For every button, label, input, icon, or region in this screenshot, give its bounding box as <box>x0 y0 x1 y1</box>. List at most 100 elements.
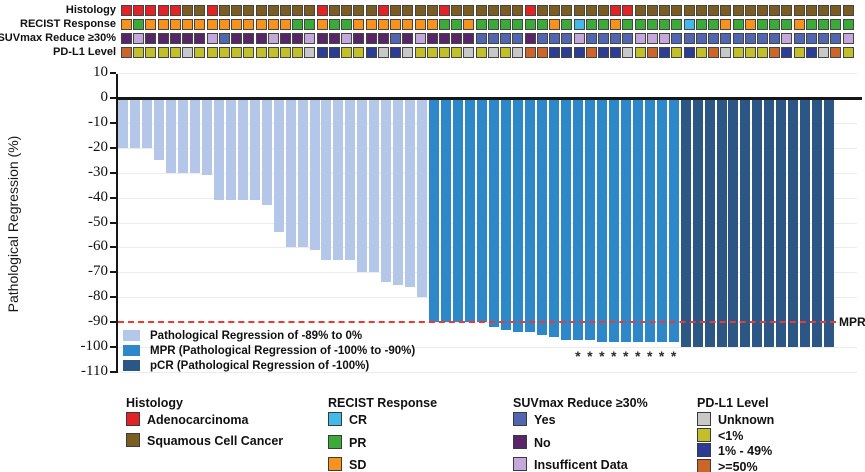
track-cell-suvmax <box>145 33 157 44</box>
track-cell-suvmax <box>463 33 475 44</box>
track-cell-histology <box>744 5 756 16</box>
waterfall-bar <box>357 99 368 273</box>
track-cell-suvmax <box>659 33 671 44</box>
track-cell-histology <box>304 5 316 16</box>
track-cell-pdl1 <box>830 47 842 58</box>
track-cell-pdl1 <box>365 47 377 58</box>
track-label-pdl1: PD-L1 Level <box>53 46 116 58</box>
y-tick <box>110 221 116 224</box>
track-cell-suvmax <box>487 33 499 44</box>
y-tick <box>110 271 116 274</box>
track-cell-recist <box>451 19 463 30</box>
track-cell-suvmax <box>121 33 132 44</box>
waterfall-bar <box>501 99 512 330</box>
waterfall-bar <box>237 99 248 201</box>
y-tick <box>110 72 116 75</box>
legend-swatch <box>697 412 711 426</box>
track-cell-suvmax <box>781 33 793 44</box>
track-cell-histology <box>182 5 194 16</box>
track-cell-suvmax <box>695 33 707 44</box>
track-cell-pdl1 <box>451 47 463 58</box>
track-cell-recist <box>622 19 634 30</box>
track-cell-recist <box>487 19 499 30</box>
legend-group-title: Histology <box>126 396 183 410</box>
waterfall-bar <box>189 99 200 173</box>
y-tick-label: -50 <box>88 213 108 230</box>
gridline <box>118 297 857 299</box>
track-cell-histology <box>377 5 389 16</box>
waterfall-bar <box>297 99 308 248</box>
track-cell-recist <box>744 19 756 30</box>
track-cell-histology <box>365 5 377 16</box>
waterfall-bar <box>285 99 296 248</box>
track-cell-recist <box>206 19 218 30</box>
track-cell-pdl1 <box>157 47 169 58</box>
legend-item-label: PR <box>349 435 367 450</box>
track-cell-pdl1 <box>182 47 194 58</box>
waterfall-bar <box>716 99 727 347</box>
waterfall-bar <box>333 99 344 260</box>
y-tick-label: -110 <box>81 362 108 379</box>
track-cell-suvmax <box>451 33 463 44</box>
track-cell-histology <box>353 5 365 16</box>
track-cell-recist <box>732 19 744 30</box>
waterfall-bar <box>369 99 380 273</box>
track-cell-histology <box>390 5 402 16</box>
track-cell-recist <box>316 19 328 30</box>
track-cell-pdl1 <box>793 47 805 58</box>
track-cell-histology <box>756 5 768 16</box>
y-tick-label: -70 <box>88 263 108 280</box>
track-cell-histology <box>769 5 781 16</box>
track-cell-histology <box>341 5 353 16</box>
track-cell-suvmax <box>512 33 524 44</box>
track-cell-recist <box>353 19 365 30</box>
track-cell-pdl1 <box>524 47 536 58</box>
track-cell-histology <box>830 5 842 16</box>
track-cell-suvmax <box>182 33 194 44</box>
track-cell-recist <box>218 19 230 30</box>
track-cell-suvmax <box>793 33 805 44</box>
asterisk-marker: * <box>658 348 665 364</box>
track-cell-histology <box>218 5 230 16</box>
track-cell-recist <box>255 19 267 30</box>
track-cell-pdl1 <box>585 47 597 58</box>
track-cell-pdl1 <box>842 47 854 58</box>
track-cell-pdl1 <box>475 47 487 58</box>
waterfall-bar <box>249 99 260 201</box>
zero-baseline <box>116 96 862 100</box>
track-cell-histology <box>634 5 646 16</box>
track-cell-pdl1 <box>500 47 512 58</box>
waterfall-bar <box>644 99 655 343</box>
track-label-suvmax: SUVmax Reduce ≥30% <box>0 32 116 44</box>
waterfall-bar <box>764 99 775 347</box>
track-cell-suvmax <box>341 33 353 44</box>
waterfall-bar <box>536 99 547 335</box>
gridline <box>118 222 857 224</box>
track-cell-pdl1 <box>231 47 243 58</box>
waterfall-bar <box>118 99 128 148</box>
waterfall-bar <box>165 99 176 173</box>
asterisk-marker: * <box>623 348 629 364</box>
legend-swatch <box>328 434 342 449</box>
waterfall-bar <box>572 99 583 340</box>
track-cell-suvmax <box>597 33 609 44</box>
legend-item-label: No <box>534 435 551 450</box>
track-cell-pdl1 <box>549 47 561 58</box>
track-cell-pdl1 <box>292 47 304 58</box>
waterfall-bar <box>560 99 571 340</box>
track-cell-recist <box>512 19 524 30</box>
waterfall-bar <box>393 99 404 285</box>
gridline <box>118 197 857 199</box>
track-cell-recist <box>243 19 255 30</box>
y-tick-label: -80 <box>88 288 108 305</box>
gridline <box>118 73 857 75</box>
legend-item-label: Yes <box>534 413 556 427</box>
track-cell-histology <box>805 5 817 16</box>
y-tick <box>110 196 116 199</box>
track-cell-recist <box>585 19 597 30</box>
waterfall-bar <box>177 99 188 173</box>
track-cell-suvmax <box>708 33 720 44</box>
track-cell-recist <box>194 19 206 30</box>
track-cell-histology <box>426 5 438 16</box>
track-cell-pdl1 <box>487 47 499 58</box>
